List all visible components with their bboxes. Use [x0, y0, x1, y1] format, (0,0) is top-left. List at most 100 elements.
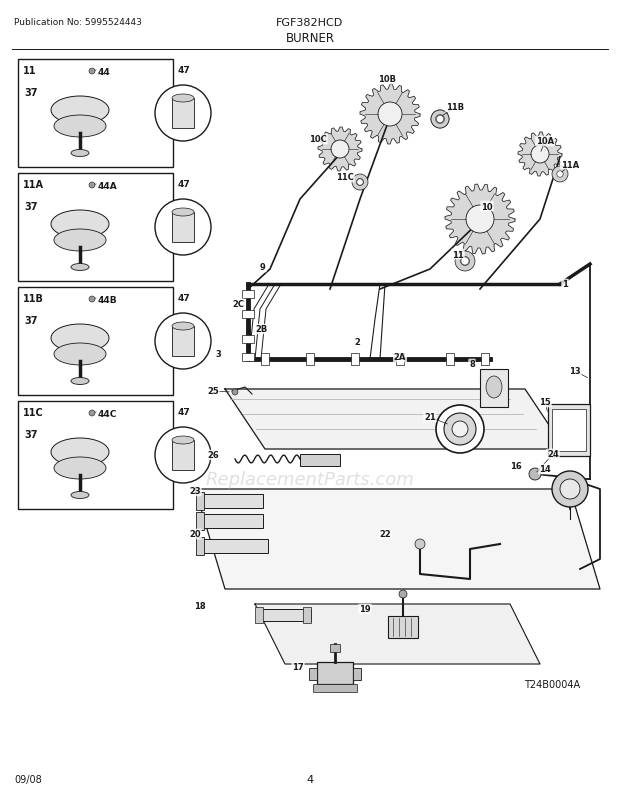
Text: 44A: 44A — [98, 182, 118, 191]
Text: 47: 47 — [178, 180, 191, 188]
Polygon shape — [518, 133, 562, 176]
Bar — [18, 174, 173, 282]
Bar — [18, 402, 173, 509]
Circle shape — [436, 406, 484, 453]
Circle shape — [466, 206, 494, 233]
Circle shape — [352, 175, 368, 191]
Bar — [303, 607, 311, 623]
Circle shape — [89, 69, 95, 75]
Text: 2A: 2A — [394, 353, 406, 362]
Text: 37: 37 — [24, 429, 37, 439]
Text: 2: 2 — [354, 338, 360, 347]
Circle shape — [155, 427, 211, 484]
Circle shape — [232, 390, 238, 395]
Circle shape — [356, 180, 363, 186]
Text: 21: 21 — [424, 413, 436, 422]
Bar — [172, 440, 194, 471]
Ellipse shape — [71, 378, 89, 385]
Circle shape — [557, 172, 563, 178]
Bar — [446, 354, 454, 366]
Bar — [198, 539, 268, 553]
Text: 3: 3 — [215, 350, 221, 359]
Circle shape — [356, 180, 363, 186]
Text: 47: 47 — [178, 294, 191, 302]
Text: 10A: 10A — [536, 137, 554, 146]
Bar — [309, 668, 317, 680]
Text: 18: 18 — [194, 602, 206, 611]
Circle shape — [399, 590, 407, 598]
Ellipse shape — [172, 95, 194, 103]
Circle shape — [461, 257, 469, 265]
Circle shape — [155, 86, 211, 142]
Bar — [196, 537, 204, 555]
Bar — [242, 335, 254, 343]
Ellipse shape — [51, 211, 109, 239]
Bar — [300, 455, 340, 467]
Text: BURNER: BURNER — [285, 32, 335, 45]
Ellipse shape — [71, 492, 89, 499]
Bar — [480, 370, 508, 407]
Text: 10: 10 — [481, 202, 493, 211]
Circle shape — [155, 200, 211, 256]
Circle shape — [435, 115, 445, 124]
Circle shape — [89, 411, 95, 416]
Polygon shape — [445, 184, 515, 254]
Bar — [172, 99, 194, 129]
Text: T24B0004A: T24B0004A — [524, 679, 580, 689]
Ellipse shape — [54, 457, 106, 480]
Text: 25: 25 — [207, 387, 219, 396]
Bar — [172, 213, 194, 243]
Text: 10C: 10C — [309, 136, 327, 144]
Text: 23: 23 — [189, 487, 201, 496]
Text: 11A: 11A — [23, 180, 44, 190]
Text: 24: 24 — [547, 450, 559, 459]
Circle shape — [452, 422, 468, 437]
Circle shape — [455, 252, 475, 272]
Bar — [196, 512, 204, 530]
Bar — [255, 607, 263, 623]
Text: 13: 13 — [569, 367, 581, 376]
Ellipse shape — [172, 209, 194, 217]
Bar — [18, 60, 173, 168]
Text: 1: 1 — [562, 280, 568, 290]
Circle shape — [89, 183, 95, 188]
Text: 4: 4 — [306, 774, 314, 784]
Bar — [242, 310, 254, 318]
Polygon shape — [195, 489, 600, 589]
Ellipse shape — [71, 150, 89, 157]
Circle shape — [155, 314, 211, 370]
Text: 44B: 44B — [98, 296, 118, 305]
Bar — [396, 354, 404, 366]
Bar — [330, 644, 340, 652]
Ellipse shape — [51, 439, 109, 467]
Text: 11C: 11C — [336, 173, 354, 182]
Ellipse shape — [54, 343, 106, 366]
Text: 47: 47 — [178, 66, 191, 75]
Text: FGF382HCD: FGF382HCD — [277, 18, 343, 28]
Text: 44C: 44C — [98, 410, 117, 419]
Bar — [552, 410, 586, 452]
Polygon shape — [360, 85, 420, 145]
Text: 20: 20 — [189, 530, 201, 539]
Bar — [388, 616, 418, 638]
Bar — [317, 662, 353, 684]
Text: 19: 19 — [359, 605, 371, 614]
Bar — [256, 610, 311, 622]
Polygon shape — [255, 604, 540, 664]
Text: 11A: 11A — [561, 160, 579, 169]
Circle shape — [331, 141, 349, 159]
Bar — [481, 354, 489, 366]
Circle shape — [431, 111, 449, 129]
Circle shape — [552, 167, 568, 183]
Bar — [261, 354, 269, 366]
Ellipse shape — [51, 97, 109, 125]
Text: 22: 22 — [379, 530, 391, 539]
Text: 2B: 2B — [256, 325, 268, 334]
Circle shape — [89, 297, 95, 302]
Polygon shape — [225, 390, 565, 449]
Text: 11B: 11B — [23, 294, 44, 304]
Bar — [198, 514, 263, 529]
Ellipse shape — [54, 115, 106, 138]
Bar — [313, 684, 357, 692]
Bar — [306, 354, 314, 366]
